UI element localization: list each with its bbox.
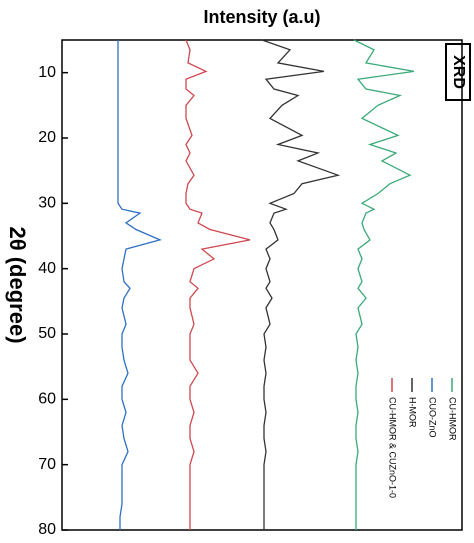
x-tick-label: 60 [38,391,56,408]
series-line [353,39,415,530]
x-tick-label: 30 [38,195,56,212]
legend-label: CU-HMOR [448,397,458,441]
x-tick-label: 70 [38,456,56,473]
x-axis-label: 2θ (degree) [5,226,30,343]
chart-title: Intensity (a.u) [203,7,320,27]
x-tick-label: 10 [38,64,56,81]
annotation-box [445,43,471,101]
plot-frame [61,39,463,531]
x-tick-label: 50 [38,325,56,342]
x-tick-label: 80 [38,521,56,538]
series-line [261,39,341,530]
x-tick-label: 20 [38,129,56,146]
legend-label: CUO-ZnO [428,397,438,438]
annotation: XRD [450,55,467,89]
legend-label: CU-HMOR & CUZnO-1-0 [388,397,398,498]
series-line [185,39,251,530]
legend-label: H-MOR [408,397,418,428]
series-line [117,40,162,530]
x-tick-label: 40 [38,260,56,277]
